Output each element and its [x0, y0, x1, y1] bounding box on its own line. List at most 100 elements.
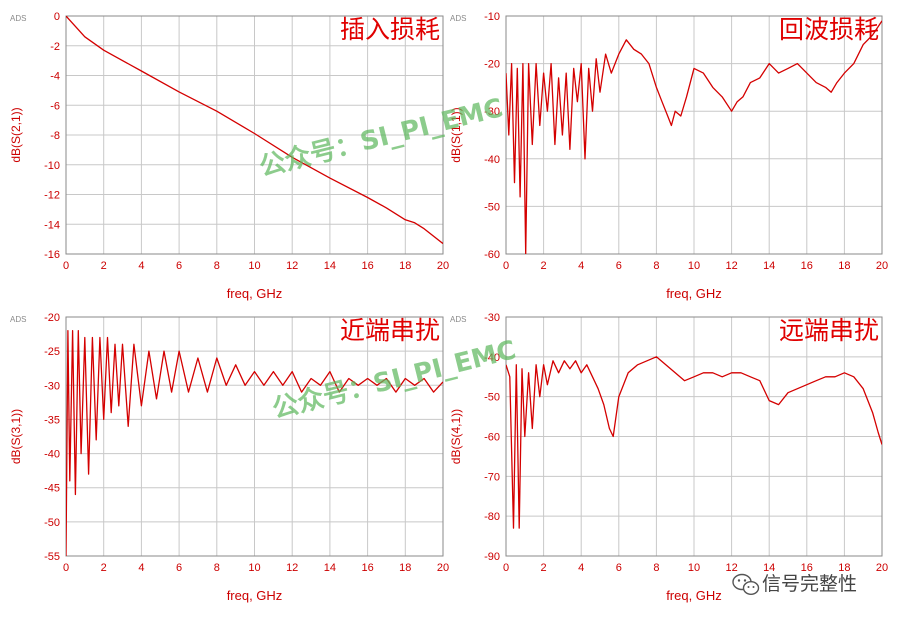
y-tick-label: -90	[484, 551, 500, 563]
y-tick-label: -10	[44, 160, 60, 172]
x-tick-label: 14	[324, 260, 336, 272]
x-tick-label: 20	[876, 562, 888, 574]
x-tick-label: 10	[248, 562, 260, 574]
y-tick-label: -12	[44, 190, 60, 202]
y-tick-label: -50	[484, 201, 500, 213]
x-tick-label: 12	[286, 562, 298, 574]
plot-frame	[65, 316, 444, 557]
chart-panels: 0 2 4 6 8 10 12 14 16 18 200-2-4-6-8-10-12-14-16AD…	[9, 11, 888, 603]
y-tick-label: -2	[50, 41, 60, 53]
y-tick-label: -55	[44, 551, 60, 563]
x-axis-label: freq, GHz	[666, 286, 722, 301]
chart-title: 近端串扰	[340, 316, 440, 345]
y-tick-label: -8	[50, 130, 60, 142]
wechat-icon	[732, 573, 760, 596]
x-tick-label: 10	[688, 260, 700, 272]
x-tick-label: 4	[138, 562, 144, 574]
x-tick-label: 16	[801, 562, 813, 574]
x-tick-label: 8	[214, 260, 220, 272]
x-tick-label: 10	[248, 260, 260, 272]
y-tick-label: 0	[54, 11, 60, 23]
ads-tag: ADS	[450, 14, 466, 23]
x-tick-label: 18	[399, 260, 411, 272]
series-line	[506, 20, 882, 254]
y-tick-label: -25	[44, 346, 60, 358]
x-tick-label: 20	[437, 562, 449, 574]
series-line	[66, 330, 443, 556]
chart-next: 0 2 4 6 8 10 12 14 16 18 20 -20 -25 -30 -35 -40 -45 -50 -5…	[9, 312, 449, 603]
chart-title: 插入损耗	[340, 15, 440, 44]
y-tick-label: -70	[484, 471, 500, 483]
x-tick-label: 0	[63, 562, 69, 574]
x-tick-label: 0	[503, 562, 509, 574]
y-tick-label: -40	[44, 449, 60, 461]
plot-frame	[505, 15, 883, 255]
y-tick-label: -20	[44, 312, 60, 324]
x-tick-label: 6	[616, 260, 622, 272]
ads-tag: ADS	[10, 315, 26, 324]
y-tick-label: -14	[44, 219, 60, 231]
series-line	[506, 356, 882, 529]
x-tick-label: 2	[541, 260, 547, 272]
x-axis-label: freq, GHz	[227, 588, 283, 603]
footer: 信号完整性	[732, 573, 857, 596]
y-axis-label: dB(S(4,1))	[449, 409, 463, 464]
x-tick-label: 14	[763, 260, 775, 272]
y-tick-label: -4	[50, 71, 60, 83]
x-tick-label: 6	[176, 562, 182, 574]
y-tick-label: -40	[484, 154, 500, 166]
y-tick-label: -30	[484, 106, 500, 118]
y-tick-label: -35	[44, 414, 60, 426]
x-tick-label: 2	[541, 562, 547, 574]
x-tick-label: 12	[725, 562, 737, 574]
x-tick-label: 8	[653, 562, 659, 574]
y-tick-label: -50	[44, 517, 60, 529]
x-tick-label: 18	[399, 562, 411, 574]
x-tick-label: 12	[286, 260, 298, 272]
x-tick-label: 4	[138, 260, 144, 272]
chart-return-loss: 0 2 4 6 8 10 12 14 16 18 20 -10 -20 -30 -40 -50 -60 ADS fr…	[449, 11, 888, 301]
watermark-bottom: 公众号：SI_PI_EMC	[269, 335, 519, 425]
chart-title: 回波损耗	[779, 15, 879, 44]
y-tick-label: -40	[484, 352, 500, 364]
y-tick-label: -60	[484, 249, 500, 261]
x-tick-label: 16	[361, 562, 373, 574]
chart-fext: 0 2 4 6 8 10 12 14 16 18 20 -30 -40 -50 -60 -70 -80 -90 AD…	[449, 312, 888, 603]
x-tick-label: 12	[725, 260, 737, 272]
y-tick-label: -60	[484, 432, 500, 444]
y-tick-label: -30	[44, 380, 60, 392]
y-tick-label: -10	[484, 11, 500, 23]
x-tick-label: 0	[503, 260, 509, 272]
y-axis-label: dB(S(3,1))	[9, 409, 23, 464]
ads-tag: ADS	[450, 315, 466, 324]
x-tick-label: 6	[176, 260, 182, 272]
x-tick-label: 16	[361, 260, 373, 272]
chart-title: 远端串扰	[779, 316, 879, 345]
y-tick-label: -80	[484, 511, 500, 523]
x-tick-label: 6	[616, 562, 622, 574]
y-tick-label: -45	[44, 483, 60, 495]
x-tick-label: 10	[688, 562, 700, 574]
series-line	[66, 16, 443, 245]
x-tick-label: 18	[838, 562, 850, 574]
x-tick-label: 8	[653, 260, 659, 272]
x-tick-label: 20	[437, 260, 449, 272]
x-axis-label: freq, GHz	[227, 286, 283, 301]
x-axis-label: freq, GHz	[666, 588, 722, 603]
y-tick-label: -30	[484, 312, 500, 324]
x-tick-label: 20	[876, 260, 888, 272]
footer-text: 信号完整性	[762, 573, 857, 595]
watermark-top: 公众号：SI_PI_EMC	[256, 93, 506, 183]
x-tick-label: 4	[578, 260, 584, 272]
x-tick-label: 8	[214, 562, 220, 574]
y-tick-label: -16	[44, 249, 60, 261]
ads-tag: ADS	[10, 14, 26, 23]
x-tick-label: 14	[763, 562, 775, 574]
x-tick-label: 0	[63, 260, 69, 272]
y-axis-label: dB(S(2,1))	[9, 107, 23, 162]
x-tick-label: 14	[324, 562, 336, 574]
x-tick-label: 2	[101, 260, 107, 272]
x-tick-label: 16	[801, 260, 813, 272]
plot-frame	[65, 15, 444, 255]
